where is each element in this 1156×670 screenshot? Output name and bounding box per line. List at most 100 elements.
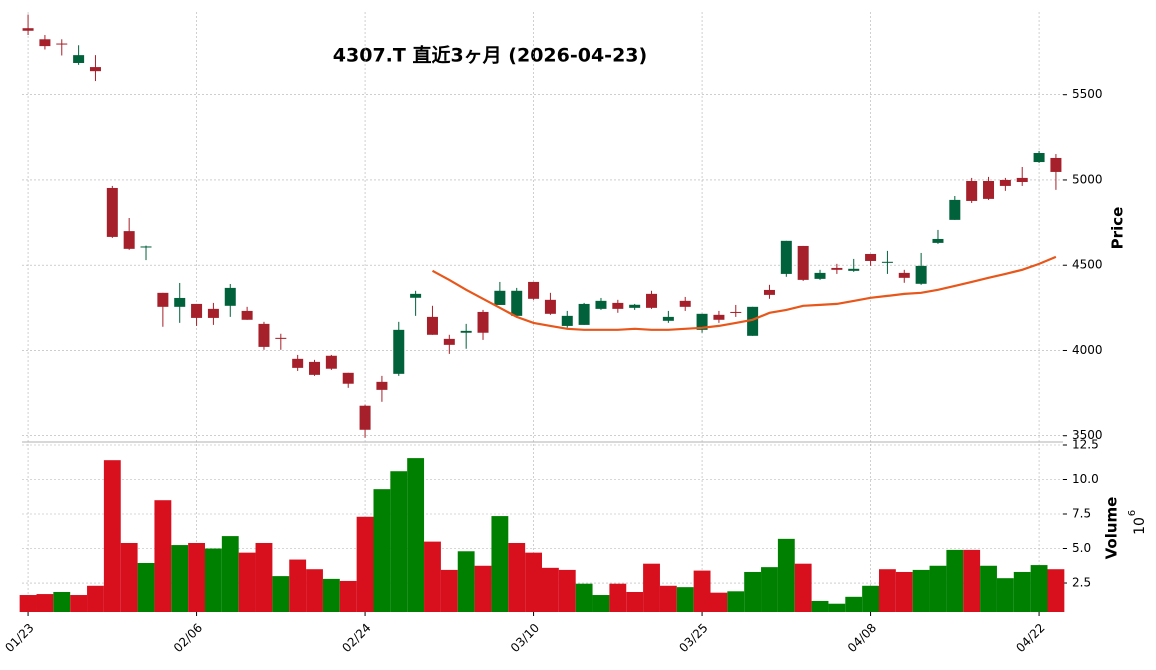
candle-body: [39, 39, 51, 47]
x-tick-label: 03/25: [676, 621, 710, 655]
volume-bar: [693, 570, 711, 612]
volume-bar: [525, 552, 542, 612]
x-tick-label: 04/08: [845, 621, 879, 655]
volume-bar: [963, 549, 981, 612]
candle-body: [983, 180, 995, 199]
candle-body: [241, 310, 253, 320]
candle-body: [966, 180, 978, 201]
volume-bar: [558, 569, 576, 612]
y-axis-label: Price: [1109, 207, 1127, 250]
x-tick-label: 03/10: [508, 621, 542, 655]
volume-bar: [929, 565, 947, 612]
volume-bar: [878, 569, 896, 612]
candle-body: [22, 28, 34, 31]
volume-bar: [811, 600, 829, 612]
candle-body: [393, 329, 405, 374]
volume-bar: [474, 565, 492, 612]
x-tick-label: 01/23: [2, 621, 36, 655]
volume-bar: [373, 489, 391, 612]
candle-body: [646, 293, 658, 308]
volume-scale-exponent: 6: [1127, 510, 1138, 516]
candle-body: [174, 297, 186, 307]
volume-bar: [306, 569, 323, 612]
candle-body: [460, 330, 472, 333]
volume-axis-label: Volume: [1103, 497, 1121, 560]
volume-bar: [744, 571, 762, 612]
volume-bar: [777, 538, 795, 612]
volume-bar: [946, 549, 964, 612]
volume-bar: [491, 516, 509, 612]
candle-body: [898, 272, 910, 278]
candle-body: [1050, 157, 1062, 172]
candle-body: [780, 240, 792, 274]
volume-bar: [322, 578, 340, 612]
candle-body: [881, 261, 893, 263]
candle-body: [528, 281, 540, 299]
volume-bar: [36, 594, 54, 612]
volume-bar: [659, 585, 677, 612]
candle-body: [915, 265, 927, 284]
chart-title: 4307.T 直近3ヶ月 (2026-04-23): [333, 44, 647, 67]
volume-tick-label: 7.5: [1072, 507, 1091, 521]
moving-average: [431, 255, 1057, 331]
candle-body: [511, 290, 523, 316]
volume-bar: [508, 542, 526, 612]
volume-scale-base: 10: [1132, 517, 1148, 535]
candle-body: [123, 231, 135, 249]
volume-bar: [171, 545, 189, 612]
volume-bar: [1013, 571, 1031, 612]
volume-tick-label: 10.0: [1072, 472, 1099, 486]
y-tick-label: 4500: [1072, 258, 1103, 272]
candle-body: [309, 361, 321, 375]
candle-body: [275, 337, 287, 339]
volume-bar: [339, 580, 357, 612]
candle-body: [342, 372, 354, 384]
volume-bar: [676, 587, 694, 612]
volume-bar: [390, 471, 408, 612]
volume-bar: [845, 596, 863, 612]
candle-body: [561, 315, 573, 326]
candle-body: [191, 303, 203, 318]
candle-body: [89, 67, 101, 72]
y-tick-label: 5000: [1072, 172, 1103, 186]
volume-bar: [19, 595, 37, 612]
volume-bar: [794, 563, 812, 612]
candle-body: [376, 381, 388, 390]
volume-bar: [980, 565, 997, 612]
volume-bar: [53, 591, 71, 612]
volume-tick-label: 2.5: [1072, 576, 1091, 590]
volume-bar: [1030, 565, 1048, 612]
candle-body: [140, 246, 152, 248]
volume-bar: [912, 569, 930, 612]
candle-body: [544, 299, 556, 314]
candle-body: [662, 316, 674, 321]
volume-bar: [154, 500, 172, 612]
volume-bar: [575, 583, 593, 612]
volume-bar: [440, 569, 458, 612]
volume-bar: [862, 585, 879, 612]
x-tick-label: 02/24: [339, 621, 373, 655]
candle-body: [747, 306, 759, 336]
volume-bar: [710, 592, 728, 612]
candle-body: [578, 303, 590, 325]
candle-body: [612, 302, 624, 309]
volume-bar: [761, 567, 778, 612]
candle-body: [359, 405, 371, 430]
volume-bar: [238, 552, 256, 612]
candle-body: [629, 304, 641, 308]
volume-bar: [609, 583, 627, 612]
candle-body: [1016, 177, 1028, 183]
candle-body: [494, 290, 506, 305]
volume-bar: [424, 541, 441, 612]
candle-body: [848, 268, 860, 271]
volume-bar: [255, 542, 273, 612]
volume-bar: [70, 595, 88, 612]
candle-body: [814, 272, 826, 279]
volume-bar: [541, 567, 559, 612]
volume-bar: [626, 591, 644, 612]
y-tick-label: 5500: [1072, 87, 1103, 101]
volume-bar: [204, 548, 222, 612]
candle-body: [763, 289, 775, 295]
candle-body: [157, 292, 169, 307]
volume-bar: [828, 603, 846, 612]
